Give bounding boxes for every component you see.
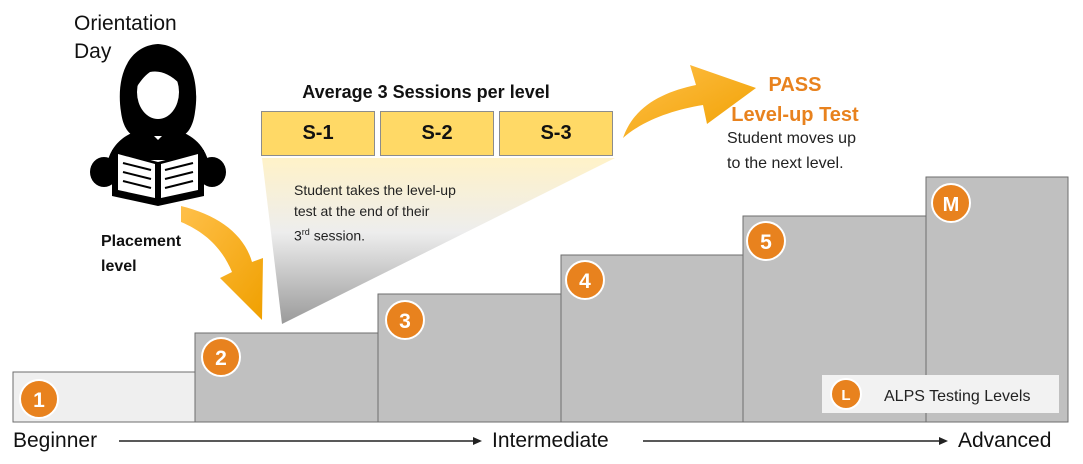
svg-text:M: M <box>943 194 960 216</box>
svg-text:1: 1 <box>33 389 45 412</box>
svg-text:2: 2 <box>215 347 227 370</box>
orientation-line-1: Orientation <box>74 12 177 35</box>
pass-arrow <box>623 65 756 138</box>
level-badge-4: 4 <box>565 260 605 300</box>
session-label-1: S-1 <box>302 122 334 144</box>
session-note-superscript: rd <box>301 227 310 237</box>
pass-line-2: Level-up Test <box>731 104 859 126</box>
legend: L ALPS Testing Levels <box>822 375 1059 413</box>
pass-desc-line-2: to the next level. <box>727 155 844 172</box>
session-note-line-1: Student takes the level-up <box>294 182 456 198</box>
session-box-3: S-3 <box>499 111 613 156</box>
pass-desc-line-1: Student moves up <box>727 130 856 147</box>
session-note-rest: session. <box>309 227 366 244</box>
pass-label: PASS Level-up Test <box>700 70 890 130</box>
legend-badge <box>830 378 862 410</box>
session-note-line-3: 3rd session. <box>294 222 456 247</box>
level-badge-2: 2 <box>201 337 241 377</box>
session-note-line-2: test at the end of their <box>294 203 430 219</box>
pass-description: Student moves up to the next level. <box>727 126 856 176</box>
orientation-line-2: Day <box>74 40 112 63</box>
svg-text:3: 3 <box>399 310 411 333</box>
svg-text:L: L <box>841 387 850 404</box>
session-label-3: S-3 <box>540 122 572 144</box>
svg-text:5: 5 <box>760 231 772 254</box>
session-note-number: 3 <box>294 227 302 244</box>
level-badge-1: 1 <box>19 379 59 419</box>
axis-arrow-1 <box>119 437 482 445</box>
axis-label-beginner: Beginner <box>13 429 98 452</box>
placement-level-label: Placement level <box>101 229 181 279</box>
placement-line-2: level <box>101 258 137 275</box>
level-badge-3: 3 <box>385 300 425 340</box>
person-reading-icon <box>90 44 226 206</box>
sessions-title: Average 3 Sessions per level <box>302 82 550 102</box>
level-badge-5: 5 <box>746 221 786 261</box>
session-funnel <box>262 158 615 324</box>
session-box-1: S-1 <box>261 111 375 156</box>
svg-text:4: 4 <box>579 270 591 293</box>
session-box-2: S-2 <box>380 111 494 156</box>
level-badge-m: M <box>931 183 971 223</box>
orientation-day-label: Orientation Day <box>74 10 177 66</box>
session-label-2: S-2 <box>421 122 453 144</box>
axis-label-intermediate: Intermediate <box>492 429 609 452</box>
axis-arrow-2 <box>643 437 948 445</box>
pass-line-1: PASS <box>768 74 822 96</box>
placement-arrow <box>181 206 263 320</box>
axis-label-advanced: Advanced <box>958 429 1052 452</box>
session-note: Student takes the level-up test at the e… <box>294 180 456 247</box>
legend-label: ALPS Testing Levels <box>884 388 1030 405</box>
placement-line-1: Placement <box>101 233 182 250</box>
